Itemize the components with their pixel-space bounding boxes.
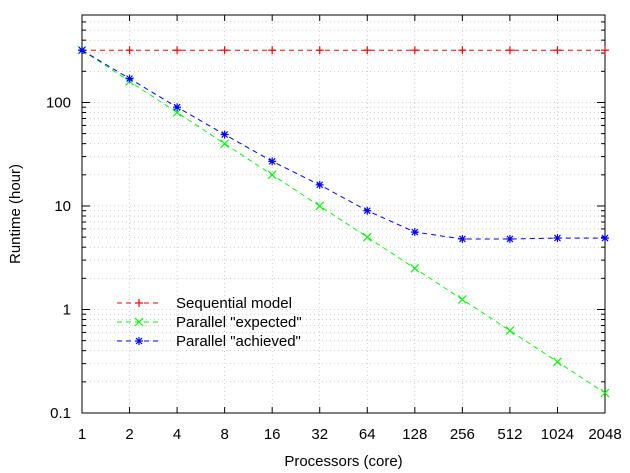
data-point [267,170,277,180]
x-tick-label: 8 [220,426,228,443]
data-point [457,295,467,304]
legend: Sequential model Parallel "expected" Paral… [117,295,302,350]
data-point [220,46,229,55]
data-point [315,201,325,211]
data-point [268,46,277,55]
plot-frame [81,14,606,414]
data-point [600,388,610,398]
data-point [553,234,562,243]
data-point [410,228,419,237]
legend-label: Parallel "expected" [176,314,302,331]
x-tick-label: 1 [78,426,86,443]
data-point [363,46,372,55]
series-3 [78,46,609,243]
series-2 [77,45,610,398]
series-1 [78,46,609,55]
x-tick-label: 512 [497,426,522,443]
axis-ticks: 1 2 4 8 16 32 64 128 256 512 1024 2048 0.1 1 10 100 [46,14,622,443]
y-tick-label: 1 [63,301,71,318]
series [77,45,610,398]
data-point [173,103,182,112]
data-point [362,232,372,242]
data-point [505,46,514,55]
data-point [134,317,144,327]
data-point [125,74,134,83]
data-point [363,206,372,215]
x-tick-label: 2048 [588,426,621,443]
grid [82,15,605,413]
y-tick-label: 0.1 [50,405,71,422]
x-tick-label: 128 [402,426,427,443]
data-point [458,234,467,243]
data-point [78,46,86,55]
x-tick-label: 256 [450,426,475,443]
data-point [125,46,134,55]
data-point [601,234,609,243]
legend-label: Parallel "achieved" [176,333,301,350]
x-tick-label: 16 [264,426,281,443]
x-tick-label: 64 [359,426,376,443]
data-point [553,357,562,367]
data-point [135,337,143,345]
series-line [81,49,605,240]
data-point [410,263,420,273]
legend-item: Sequential model [117,295,292,312]
data-point [173,46,182,55]
y-axis-label: Runtime (hour) [7,164,24,264]
data-point [315,46,324,55]
series-line [81,49,606,394]
x-tick-label: 32 [311,426,328,443]
data-point [553,46,562,55]
data-point [315,180,324,189]
x-tick-label: 4 [173,426,181,443]
y-tick-label: 100 [46,94,71,111]
x-tick-label: 2 [125,426,133,443]
data-point [410,46,419,55]
x-axis-label: Processors (core) [284,453,402,470]
legend-item: Parallel "expected" [117,314,302,331]
data-point [601,46,609,55]
x-tick-label: 1024 [541,426,574,443]
data-point [505,326,515,336]
y-tick-label: 10 [54,198,71,215]
data-point [505,234,514,243]
data-point [458,46,467,55]
legend-label: Sequential model [176,295,292,312]
data-point [220,139,230,149]
legend-item: Parallel "achieved" [117,333,301,350]
data-point [135,299,143,307]
data-point [268,157,277,166]
data-point [220,130,229,139]
